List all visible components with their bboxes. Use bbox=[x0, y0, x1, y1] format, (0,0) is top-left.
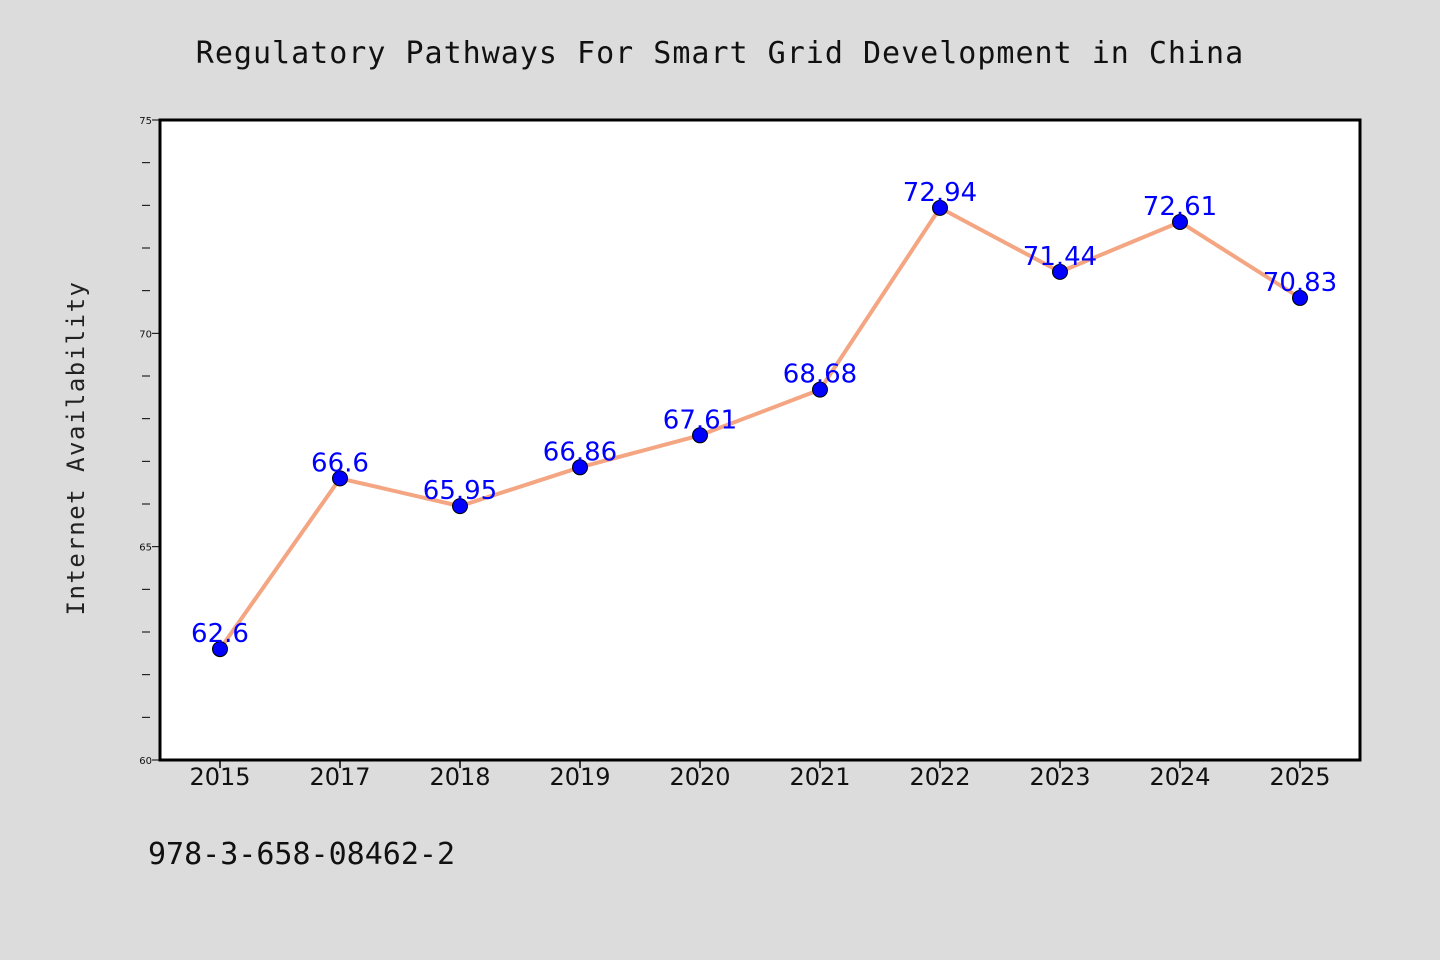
x-tick-label: 2018 bbox=[429, 763, 490, 791]
y-tick-label: 65 bbox=[139, 543, 152, 554]
plot-area bbox=[160, 120, 1360, 760]
y-tick-label: 60 bbox=[139, 756, 152, 767]
chart-title: Regulatory Pathways For Smart Grid Devel… bbox=[196, 36, 1244, 71]
data-point bbox=[1292, 289, 1308, 306]
data-label: 71.44 bbox=[1023, 242, 1097, 272]
x-tick-label: 2025 bbox=[1269, 763, 1330, 791]
x-tick-label: 2024 bbox=[1149, 763, 1210, 791]
x-tick-label: 2017 bbox=[309, 763, 370, 791]
data-label: 66.6 bbox=[311, 448, 369, 478]
data-point bbox=[812, 381, 828, 398]
series-line bbox=[218, 205, 1302, 652]
data-label: 62.6 bbox=[191, 619, 249, 649]
data-label: 70.83 bbox=[1263, 268, 1337, 298]
data-point bbox=[1052, 263, 1068, 280]
data-point bbox=[692, 427, 708, 444]
data-label: 68.68 bbox=[783, 360, 857, 390]
data-point bbox=[932, 199, 948, 216]
y-axis-label: Internet Availability bbox=[62, 281, 90, 616]
x-tick-label: 2015 bbox=[189, 763, 250, 791]
x-tick-label: 2019 bbox=[549, 763, 610, 791]
data-label: 65.95 bbox=[423, 476, 497, 506]
footnote-isbn: 978-3-658-08462-2 bbox=[148, 837, 455, 872]
x-tick-label: 2020 bbox=[669, 763, 730, 791]
data-label: 67.61 bbox=[663, 405, 737, 435]
x-tick-label: 2021 bbox=[789, 763, 850, 791]
x-axis-ticks: 2015 2017 2018 2019 2020 2021 2022 2023 2024 2025 bbox=[189, 760, 1331, 791]
x-tick-label: 2022 bbox=[909, 763, 970, 791]
y-tick-label: 75 bbox=[139, 116, 152, 127]
plot-frame bbox=[158, 118, 1362, 762]
data-point bbox=[572, 459, 588, 476]
data-label: 66.86 bbox=[543, 437, 617, 467]
data-label: 72.61 bbox=[1143, 192, 1217, 222]
data-point bbox=[452, 498, 468, 515]
data-point bbox=[332, 470, 348, 487]
x-tick-label: 2023 bbox=[1029, 763, 1090, 791]
data-label: 72.94 bbox=[903, 178, 977, 208]
data-point bbox=[1172, 213, 1188, 230]
y-axis-ticks: 60 65 70 75 bbox=[139, 116, 160, 767]
data-point bbox=[212, 641, 228, 658]
series-group: 62.6 66.6 65.95 66.86 67.61 68.68 72.94 71.44 72… bbox=[191, 178, 1337, 658]
y-tick-label: 70 bbox=[139, 329, 152, 340]
